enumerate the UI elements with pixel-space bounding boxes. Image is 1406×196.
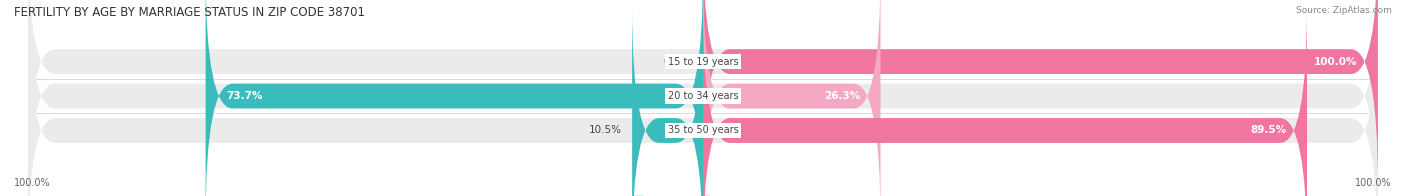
Text: 35 to 50 years: 35 to 50 years (668, 125, 738, 135)
Text: 100.0%: 100.0% (1315, 57, 1358, 67)
FancyBboxPatch shape (703, 0, 880, 196)
Text: 100.0%: 100.0% (1355, 178, 1392, 188)
FancyBboxPatch shape (28, 0, 1378, 196)
Text: 15 to 19 years: 15 to 19 years (668, 57, 738, 67)
FancyBboxPatch shape (703, 0, 1378, 187)
Text: 20 to 34 years: 20 to 34 years (668, 91, 738, 101)
Text: 0.0%: 0.0% (664, 57, 689, 67)
Text: Source: ZipAtlas.com: Source: ZipAtlas.com (1296, 6, 1392, 15)
FancyBboxPatch shape (205, 0, 703, 196)
FancyBboxPatch shape (28, 5, 1378, 196)
Text: 10.5%: 10.5% (589, 125, 621, 135)
Text: 89.5%: 89.5% (1251, 125, 1286, 135)
Text: 100.0%: 100.0% (14, 178, 51, 188)
Legend: Married, Unmarried: Married, Unmarried (628, 192, 778, 196)
FancyBboxPatch shape (703, 5, 1308, 196)
FancyBboxPatch shape (633, 5, 703, 196)
Text: FERTILITY BY AGE BY MARRIAGE STATUS IN ZIP CODE 38701: FERTILITY BY AGE BY MARRIAGE STATUS IN Z… (14, 6, 366, 19)
Text: 26.3%: 26.3% (824, 91, 860, 101)
FancyBboxPatch shape (28, 0, 1378, 187)
Text: 73.7%: 73.7% (226, 91, 263, 101)
